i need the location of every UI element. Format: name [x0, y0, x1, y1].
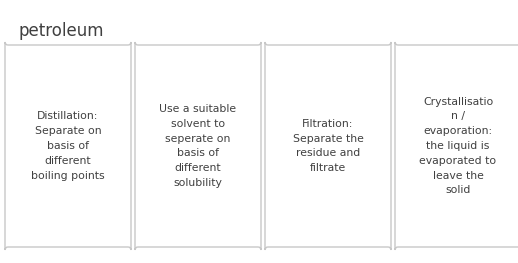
FancyBboxPatch shape	[265, 42, 391, 250]
FancyBboxPatch shape	[5, 42, 131, 250]
FancyBboxPatch shape	[395, 42, 518, 250]
Text: Crystallisatio
n /
evaporation:
the liquid is
evaporated to
leave the
solid: Crystallisatio n / evaporation: the liqu…	[420, 97, 497, 195]
FancyBboxPatch shape	[135, 42, 261, 250]
Text: Distillation:
Separate on
basis of
different
boiling points: Distillation: Separate on basis of diffe…	[31, 112, 105, 181]
Text: Filtration:
Separate the
residue and
filtrate: Filtration: Separate the residue and fil…	[293, 119, 364, 173]
Text: petroleum: petroleum	[18, 22, 104, 40]
Text: Use a suitable
solvent to
seperate on
basis of
different
solubility: Use a suitable solvent to seperate on ba…	[160, 104, 237, 188]
